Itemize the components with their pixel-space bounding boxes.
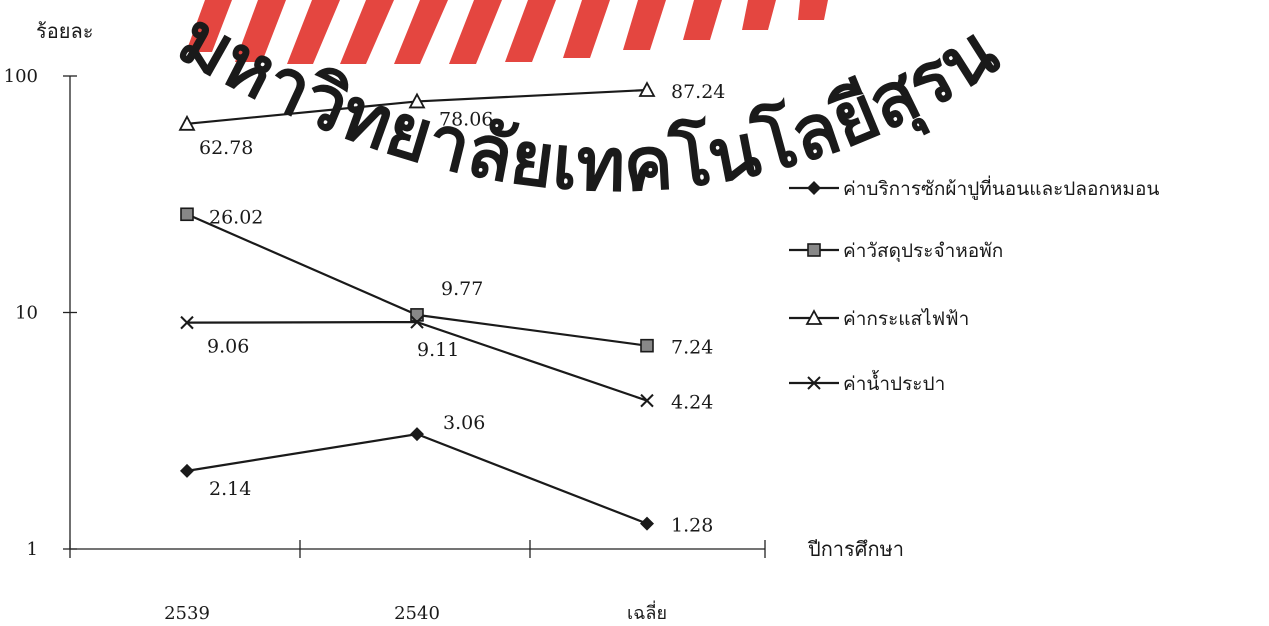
y-tick-label: 10 (15, 303, 38, 324)
watermark-emblem-ray (394, 0, 448, 64)
watermark-emblem-ray (623, 0, 666, 50)
legend-label: ค่าน้ำประปา (843, 370, 945, 395)
data-label: 9.11 (417, 339, 459, 361)
series-layer: 2.14 3.06 1.28 26.02 9.77 7.24 62.78 78.06 87.24… (178, 81, 725, 537)
series-line (186, 432, 648, 525)
data-label: 9.06 (207, 336, 249, 358)
x-tick-label: 2540 (394, 603, 440, 624)
watermark-emblem-ray (798, 0, 828, 20)
data-point-marker (408, 92, 426, 109)
watermark-emblem-ray (287, 0, 340, 64)
data-point-marker (640, 393, 654, 408)
data-label: 9.77 (441, 278, 483, 300)
data-point-marker (410, 315, 424, 329)
data-label: 26.02 (209, 206, 263, 228)
data-label: 3.06 (443, 412, 485, 434)
legend-marker (807, 376, 821, 390)
x-tick-label: 2539 (164, 603, 210, 624)
legend-marker (805, 309, 823, 325)
watermark-emblem-ray (563, 0, 610, 58)
y-tick-label: 1 (27, 539, 38, 560)
watermark-emblem-ray (235, 0, 286, 62)
watermark-emblem-ray (505, 0, 556, 62)
data-point-marker (180, 315, 194, 330)
series-3: 62.78 78.06 87.24 (178, 81, 725, 159)
data-label: 4.24 (671, 392, 713, 414)
legend-item: ค่าบริการซักผ้าปูที่นอนและปลอกหมอน (789, 175, 1159, 200)
watermark-emblem-ray (340, 0, 394, 64)
data-label: 2.14 (209, 478, 251, 500)
legend-label: ค่าวัสดุประจำหอพัก (843, 240, 1003, 263)
data-point-marker (178, 114, 196, 131)
legend-label: ค่ากระแสไฟฟ้า (843, 308, 969, 330)
data-label: 1.28 (671, 515, 713, 537)
data-label: 7.24 (671, 337, 713, 359)
series-1: 2.14 3.06 1.28 (180, 412, 713, 537)
legend-item: ค่าวัสดุประจำหอพัก (789, 240, 1003, 263)
data-point-marker (180, 207, 194, 222)
data-label: 87.24 (671, 81, 725, 103)
series-4: 9.06 9.11 4.24 (180, 315, 713, 414)
legend-marker (807, 181, 821, 195)
data-point-marker (410, 427, 424, 442)
data-label: 62.78 (199, 137, 253, 159)
legend-item: ค่าน้ำประปา (789, 370, 945, 395)
data-point-marker (640, 338, 654, 353)
x-tick-label: เฉลี่ย (627, 600, 667, 624)
data-point-marker (640, 516, 654, 531)
watermark-emblem (186, 0, 828, 64)
x-ticks: 2539 2540 เฉลี่ย (69, 540, 766, 624)
series-2: 26.02 9.77 7.24 (180, 206, 713, 359)
legend: ค่าบริการซักผ้าปูที่นอนและปลอกหมอนค่าวัส… (789, 175, 1159, 395)
series-line (186, 213, 648, 347)
y-axis-title: ร้อยละ (36, 19, 93, 43)
data-point-marker (180, 463, 194, 478)
legend-item: ค่ากระแสไฟฟ้า (789, 308, 969, 330)
watermark-emblem-ray (742, 0, 776, 30)
legend-marker (807, 243, 821, 257)
x-axis-title: ปีการศึกษา (808, 537, 904, 561)
watermark-emblem-ray (683, 0, 722, 40)
legend-label: ค่าบริการซักผ้าปูที่นอนและปลอกหมอน (843, 175, 1159, 200)
series-line (186, 320, 648, 402)
y-ticks: 1 10 100 (4, 66, 77, 560)
data-point-marker (638, 81, 656, 97)
watermark-emblem-ray (449, 0, 502, 64)
y-tick-label: 100 (4, 66, 38, 87)
watermark-emblem-ray (186, 0, 232, 52)
data-label: 78.06 (439, 108, 493, 130)
